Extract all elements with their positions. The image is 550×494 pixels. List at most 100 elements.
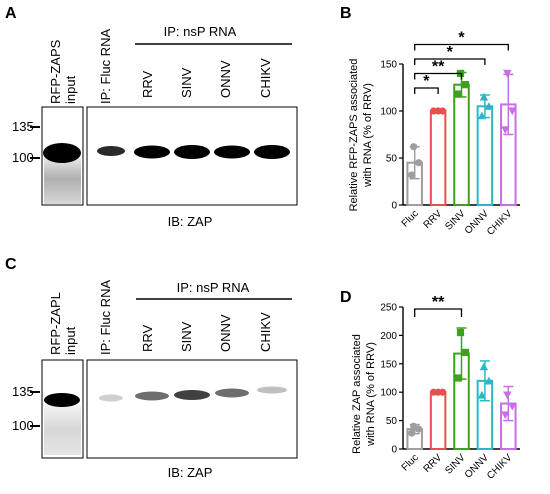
chart-d-y-tick-label: 200	[380, 331, 397, 342]
chart-b-x-tick-label-rrv: RRV	[422, 208, 445, 231]
blot-ip-c	[86, 359, 298, 459]
chart-d-y-tick-label: 150	[380, 359, 397, 370]
panel-c: C RFP-ZAPL input IP: Fluc RNA IP: nsP RN…	[5, 256, 298, 480]
lane-label-c-sinv: SINV	[179, 321, 194, 352]
smear-input-a	[44, 158, 81, 204]
band-c-fluc	[99, 394, 123, 402]
lane-label-c-rrv: RRV	[140, 324, 155, 352]
smear-input-c	[44, 405, 81, 455]
chart-b-significance-star: **	[432, 59, 445, 76]
panel-letter-c: C	[5, 256, 17, 273]
lane-label-a-sinv: SINV	[179, 67, 194, 98]
ip-header-a: IP: nsP RNA	[164, 24, 237, 39]
chart-b-bar-rrv	[429, 110, 447, 206]
lane-label-a-onnv: ONNV	[218, 60, 233, 98]
chart-d-point-rrv	[439, 388, 447, 396]
input-label-c-line2: input	[63, 326, 78, 355]
y-axis-label-d-line2: with RNA (% of RRV)	[365, 342, 377, 447]
band-c-onnv	[215, 388, 249, 398]
chart-b-significance-star: *	[423, 73, 430, 90]
band-c-sinv	[174, 390, 210, 400]
chart-b-point-rrv	[439, 107, 447, 115]
blot-label-c: IB: ZAP	[168, 465, 213, 480]
chart-d-significance-star: **	[432, 294, 445, 311]
chart-d-x-tick-label-chikv: CHIKV	[485, 452, 515, 482]
input-label-a-line1: RFP-ZAPS	[48, 39, 63, 104]
lane-label-c-chikv: CHIKV	[258, 312, 273, 352]
chart-d-point-sinv	[454, 374, 463, 382]
panel-d: D Relative ZAP associated with RNA (% of…	[340, 289, 520, 482]
chart-b-point-sinv	[461, 81, 470, 89]
chart-d-point-chikv	[501, 411, 510, 420]
chart-b-y-tick-label: 150	[380, 60, 397, 71]
chart-b-significance-bracket	[414, 87, 439, 94]
panel-letter-b: B	[340, 5, 352, 22]
chart-b-point-sinv	[454, 90, 463, 98]
chart-d-point-sinv	[456, 328, 465, 337]
band-a-sinv	[174, 145, 210, 159]
band-a-fluc	[97, 146, 125, 156]
chart-b-y-tick-label: 100	[380, 107, 397, 118]
y-axis-label-b-line1: Relative RFP-ZAPS associated	[348, 59, 360, 212]
chart-b-bar-sinv	[453, 83, 470, 206]
lane-label-a-chikv: CHIKV	[258, 58, 273, 98]
lane-label-c-onnv: ONNV	[218, 314, 233, 352]
chart-b-significance-bracket	[414, 72, 463, 80]
chart-b-point-fluc	[408, 171, 416, 179]
chart-b-significance-star: *	[458, 30, 465, 47]
y-axis-label-d-line1: Relative ZAP associated	[351, 334, 363, 454]
blot-label-a: IB: ZAP	[168, 214, 213, 229]
panel-letter-a: A	[5, 5, 17, 22]
chart-b-point-onnv	[479, 92, 489, 101]
chart-d-y-tick-label: 0	[391, 445, 397, 456]
chart-b-significance-bracket	[414, 43, 509, 51]
chart-d-point-onnv	[484, 376, 494, 385]
chart-b-point-chikv	[508, 107, 517, 116]
band-a-onnv	[214, 145, 250, 159]
chart-d-x-tick-label-fluc: Fluc	[400, 452, 421, 473]
marker-c-100: 100	[12, 418, 34, 433]
marker-a-100: 100	[12, 150, 34, 165]
chart-d-y-tick-label: 100	[380, 388, 397, 399]
band-input-c	[44, 393, 80, 407]
chart-d-bar-rrv	[429, 391, 447, 451]
panel-letter-d: D	[340, 289, 352, 306]
fluc-label-c: IP: Fluc RNA	[98, 280, 113, 355]
chart-b-x-tick-label-fluc: Fluc	[400, 208, 421, 229]
chart-b-point-onnv	[477, 111, 487, 120]
input-label-c-line1: RFP-ZAPL	[48, 292, 63, 355]
band-c-chikv	[257, 386, 287, 394]
chart-d-point-chikv	[503, 391, 512, 400]
panel-a: A RFP-ZAPS input IP: Fluc RNA IP: nsP RN…	[5, 5, 298, 229]
ip-header-c: IP: nsP RNA	[177, 280, 250, 295]
marker-a-135: 135	[12, 119, 34, 134]
chart-b-point-onnv	[484, 102, 494, 110]
y-axis-label-b-line2: with RNA (% of RRV)	[362, 83, 374, 188]
input-label-a-line2: input	[63, 75, 78, 104]
chart-b-significance-star: *	[447, 44, 454, 61]
band-input-a	[43, 143, 81, 163]
band-a-chikv	[254, 145, 290, 159]
panel-b: B Relative RFP-ZAPS associated with RNA …	[340, 5, 520, 238]
fluc-label-a: IP: Fluc RNA	[98, 29, 113, 104]
chart-d-y-tick-label: 50	[386, 416, 398, 427]
chart-b-bar-onnv	[476, 105, 494, 206]
marker-c-135: 135	[12, 384, 34, 399]
band-c-rrv	[135, 391, 169, 401]
chart-b-significance-bracket	[414, 58, 486, 65]
chart-d-point-onnv	[479, 362, 489, 371]
chart-d-x-tick-label-rrv: RRV	[422, 452, 445, 475]
chart-d-point-chikv	[508, 402, 517, 411]
chart-b-point-fluc	[415, 159, 423, 167]
chart-b-point-fluc	[410, 143, 418, 151]
chart-b-point-chikv	[503, 69, 512, 78]
band-a-rrv	[134, 145, 170, 159]
chart-b-y-tick-label: 50	[386, 154, 398, 165]
chart-b-point-chikv	[501, 126, 510, 134]
chart-b-y-tick-label: 0	[391, 201, 397, 212]
chart-b-x-tick-label-chikv: CHIKV	[485, 208, 515, 238]
chart-d-y-tick-label: 250	[380, 303, 397, 314]
